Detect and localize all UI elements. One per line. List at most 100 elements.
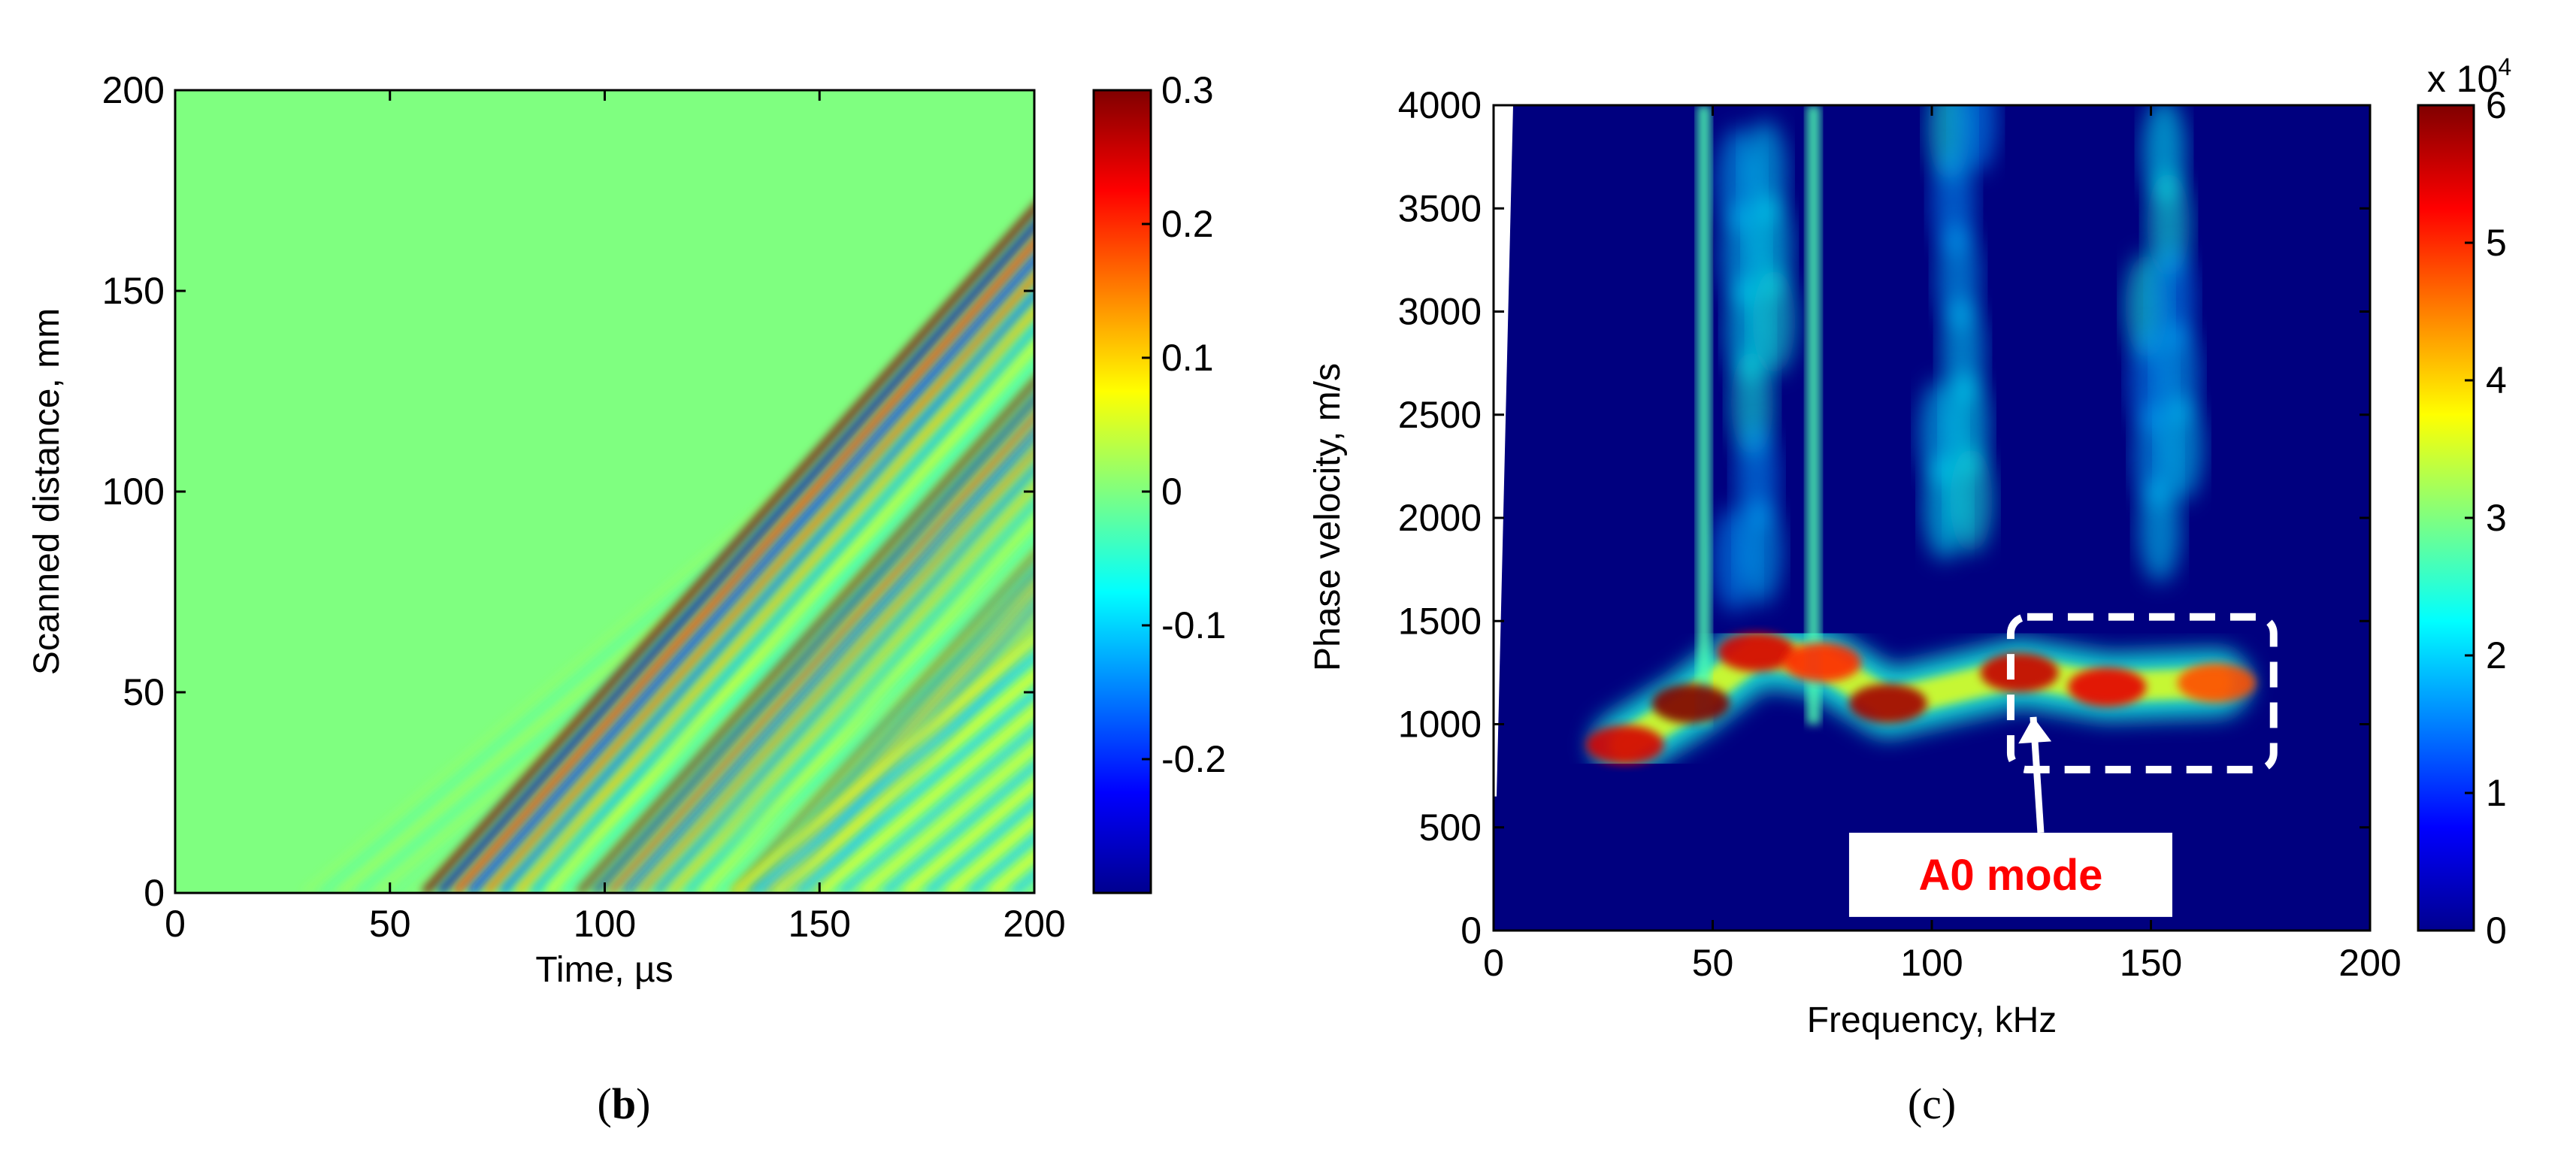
panel-c-x-tick-label: 200 <box>2338 942 2401 984</box>
panel-c-y-tick-label: 500 <box>1419 807 1482 849</box>
wave-band <box>609 533 1034 893</box>
wave-band <box>859 742 1034 893</box>
a0-mode-label: A0 mode <box>1918 851 2102 900</box>
ridge-peak <box>1980 652 2059 692</box>
panel-c-y-tick-label: 3000 <box>1398 291 1482 333</box>
wave-band <box>807 700 1034 893</box>
wave-band <box>653 464 1034 893</box>
panel-b-x-tick-label: 50 <box>369 903 411 945</box>
panel-c-spectrum-field <box>1494 105 2256 797</box>
panel-c-x-ticks: 0 50 100 150 200 <box>1483 105 2402 984</box>
panel-c-x-tick-label: 0 <box>1483 942 1504 984</box>
wave-band <box>576 377 1034 893</box>
a0-mode-annotation: A0 mode <box>1848 613 2278 917</box>
panel-b-y-ticks: 0 50 100 150 200 <box>102 69 1034 914</box>
wave-band <box>638 446 1034 893</box>
panel-b-y-tick-label: 50 <box>123 671 165 713</box>
panel-c-colorbar-tick-label: 2 <box>2486 634 2507 676</box>
wave-band <box>731 550 1034 893</box>
wave-band <box>356 320 1034 893</box>
ridge-peak <box>2177 663 2256 703</box>
wave-band <box>591 518 1034 893</box>
wave-band <box>717 624 1034 893</box>
panel-c-y-tick-label: 3500 <box>1398 187 1482 229</box>
panel-b-colorbar-tick-label: -0.1 <box>1161 604 1226 646</box>
panel-b-label: (b) <box>598 1079 651 1128</box>
spectrum-blob <box>2160 395 2203 501</box>
wave-band <box>422 204 1034 893</box>
panel-c-y-axis-label: Phase velocity, m/s <box>1308 363 1348 671</box>
wave-band <box>483 273 1034 893</box>
wave-band <box>622 429 1034 893</box>
panel-c-x-tick-label: 100 <box>1900 942 1963 984</box>
blank-region <box>1494 105 1513 797</box>
panel-b-y-tick-label: 0 <box>144 872 165 914</box>
wave-band <box>514 307 1034 893</box>
wave-band <box>746 567 1034 893</box>
a0-mode-label-box <box>1848 832 2172 917</box>
panel-c-x-tick-label: 150 <box>2120 942 2182 984</box>
wave-band <box>684 498 1034 893</box>
panel-b-x-axis-label: Time, µs <box>535 950 673 990</box>
wave-band <box>731 634 1034 893</box>
panel-c-y-tick-label: 0 <box>1461 909 1482 952</box>
spectrum-blob <box>1950 447 1993 553</box>
spectrum-blob <box>1739 499 1782 605</box>
panel-b-wave-field <box>302 204 1034 893</box>
panel-b-x-ticks: 0 50 100 150 200 <box>165 90 1066 945</box>
panel-b-x-tick-label: 100 <box>574 903 636 945</box>
panel-c-x-tick-label: 50 <box>1692 942 1734 984</box>
panel-c-colorbar-ticks: 6 5 4 3 2 1 0 <box>2465 84 2507 952</box>
ridge-peak <box>2068 667 2147 707</box>
panel-b-x-tick-label: 0 <box>165 903 186 945</box>
panel-b-y-axis-label: Scanned distance, mm <box>27 308 67 675</box>
a0-mode-arrowhead <box>2018 716 2052 744</box>
panel-c-label: (c) <box>1908 1079 1956 1128</box>
wave-band <box>465 412 1034 893</box>
wave-band <box>545 342 1034 893</box>
panel-c-colorbar-tick-label: 4 <box>2486 359 2507 401</box>
panel-c-colorbar-tick-label: 0 <box>2486 909 2507 952</box>
ridge-peak <box>1848 684 1927 724</box>
wave-band <box>773 670 1034 893</box>
wave-band <box>607 412 1034 893</box>
wave-band <box>681 594 1034 893</box>
panel-c-colorbar-tick-label: 3 <box>2486 497 2507 539</box>
vertical-streak <box>1697 105 1711 725</box>
wave-band <box>530 325 1034 893</box>
wave-band <box>699 609 1034 893</box>
panel-c-y-tick-label: 1500 <box>1398 600 1482 642</box>
panel-b-y-tick-label: 100 <box>102 471 165 513</box>
panel-b-colorbar-tick-label: 0 <box>1161 471 1182 513</box>
wave-band <box>716 533 1034 893</box>
panel-b-colorbar-tick-label: -0.2 <box>1161 738 1226 780</box>
panel-c-x-axis-label: Frequency, kHz <box>1807 1000 2057 1040</box>
ridge-peak <box>1651 684 1730 724</box>
wave-band <box>483 427 1034 893</box>
panel-b-y-tick-label: 200 <box>102 69 165 111</box>
spectrum-blob <box>2139 477 2181 583</box>
panel-c-y-ticks: 0 500 1000 1500 2000 2500 3000 3500 4000 <box>1398 84 2370 952</box>
panel-b-y-tick-label: 150 <box>102 270 165 312</box>
wave-band <box>761 585 1034 893</box>
wave-band <box>498 290 1034 893</box>
wave-band <box>453 238 1034 893</box>
panel-c-y-tick-label: 4000 <box>1398 84 1482 126</box>
panel-c-y-tick-label: 1000 <box>1398 704 1482 746</box>
vertical-streak <box>1806 105 1821 725</box>
panel-c: 0 50 100 150 200 050010001500200025003000350… <box>1308 53 2511 1128</box>
panel-c-colorbar-tick-label: 1 <box>2486 772 2507 814</box>
wave-band <box>437 221 1034 893</box>
ridge-peak <box>1585 725 1664 764</box>
panel-b-colorbar-tick-label: 0.2 <box>1161 203 1214 245</box>
panel-b-x-tick-label: 200 <box>1003 903 1065 945</box>
panel-b-x-tick-label: 150 <box>789 903 851 945</box>
ridge-peak <box>1783 643 1862 682</box>
wave-band <box>700 516 1034 893</box>
wave-band <box>561 359 1034 893</box>
panel-b: 0 50 100 150 200 0 50 100 150 200 Time, µs Scann… <box>27 69 1226 1128</box>
wave-band <box>573 503 1034 893</box>
wave-band <box>468 256 1034 893</box>
wave-band <box>592 395 1034 893</box>
panel-c-colorbar-tick-label: 5 <box>2486 222 2507 264</box>
